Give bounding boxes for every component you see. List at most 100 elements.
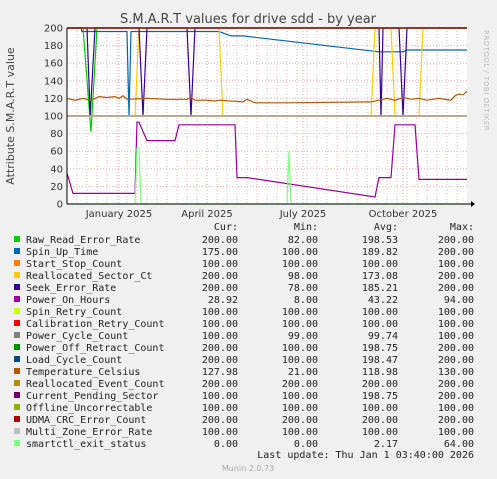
legend: Cur: Min: Avg: Max: Raw_Read_Error_Rate 200.0… bbox=[14, 222, 474, 450]
legend-swatch bbox=[14, 320, 20, 326]
legend-value: 200.00 bbox=[202, 355, 238, 366]
legend-series-name: Start_Stop_Count bbox=[26, 259, 122, 270]
legend-swatch bbox=[14, 308, 20, 314]
legend-value: 100.00 bbox=[282, 319, 318, 330]
legend-value: 200.00 bbox=[202, 271, 238, 282]
axes: 0 20 40 60 80 100 120 140 160 180 200 January 2025 A… bbox=[44, 24, 475, 220]
legend-value: 43.22 bbox=[368, 295, 398, 306]
legend-series-name: Multi_Zone_Error_Rate bbox=[26, 427, 152, 438]
legend-swatch bbox=[14, 380, 20, 386]
legend-value: 8.00 bbox=[294, 295, 318, 306]
legend-value: 78.00 bbox=[288, 283, 318, 294]
legend-swatch bbox=[14, 416, 20, 422]
legend-swatch bbox=[14, 332, 20, 338]
legend-series-name: Power_Cycle_Count bbox=[26, 331, 128, 342]
legend-series-name: Power_On_Hours bbox=[26, 295, 110, 306]
legend-value: 200.00 bbox=[438, 415, 474, 426]
legend-value: 100.00 bbox=[282, 355, 318, 366]
legend-value: 198.75 bbox=[362, 343, 398, 354]
legend-series-name: Seek_Error_Rate bbox=[26, 283, 116, 294]
y-tick-label-60: 60 bbox=[50, 147, 63, 158]
legend-value: 100.00 bbox=[282, 391, 318, 402]
legend-series-name: Spin_Up_Time bbox=[26, 247, 98, 258]
last-update: Last update: Thu Jan 1 03:40:00 2026 bbox=[257, 450, 474, 461]
legend-value: 185.21 bbox=[362, 283, 398, 294]
legend-series-name: smartctl_exit_status bbox=[26, 439, 146, 450]
y-tick-label-180: 180 bbox=[44, 41, 63, 52]
legend-value: 200.00 bbox=[362, 415, 398, 426]
legend-value: 189.82 bbox=[362, 247, 398, 258]
legend-series-name: UDMA_CRC_Error_Count bbox=[26, 415, 146, 426]
legend-value: 198.75 bbox=[362, 391, 398, 402]
x-tick-label: April 2025 bbox=[181, 209, 232, 220]
legend-value: 100.00 bbox=[202, 403, 238, 414]
chart-title: S.M.A.R.T values for drive sdd - by year bbox=[120, 12, 377, 27]
legend-value: 100.00 bbox=[202, 391, 238, 402]
legend-value: 100.00 bbox=[282, 427, 318, 438]
legend-col-header: Avg: bbox=[374, 222, 398, 233]
footer-version: Munin 2.0.73 bbox=[222, 464, 274, 473]
legend-value: 198.53 bbox=[362, 235, 398, 246]
legend-value: 28.92 bbox=[208, 295, 238, 306]
y-tick-label-160: 160 bbox=[44, 59, 63, 70]
legend-value: 200.00 bbox=[438, 283, 474, 294]
y-tick-label-200: 200 bbox=[44, 24, 63, 35]
legend-value: 100.00 bbox=[282, 247, 318, 258]
legend-value: 100.00 bbox=[282, 343, 318, 354]
legend-swatch bbox=[14, 284, 20, 290]
legend-value: 118.98 bbox=[362, 367, 398, 378]
legend-value: 200.00 bbox=[438, 379, 474, 390]
legend-value: 127.98 bbox=[202, 367, 238, 378]
legend-value: 200.00 bbox=[438, 343, 474, 354]
legend-series-name: Offline_Uncorrectable bbox=[26, 403, 152, 414]
legend-value: 200.00 bbox=[282, 415, 318, 426]
legend-value: 64.00 bbox=[444, 439, 474, 450]
legend-swatch bbox=[14, 404, 20, 410]
legend-value: 82.00 bbox=[288, 235, 318, 246]
legend-value: 100.00 bbox=[202, 259, 238, 270]
legend-value: 200.00 bbox=[438, 391, 474, 402]
legend-value: 200.00 bbox=[438, 235, 474, 246]
legend-swatch bbox=[14, 440, 20, 446]
legend-swatch bbox=[14, 296, 20, 302]
legend-value: 98.00 bbox=[288, 271, 318, 282]
y-tick-label-20: 20 bbox=[50, 182, 63, 193]
legend-value: 200.00 bbox=[202, 235, 238, 246]
legend-value: 2.17 bbox=[374, 439, 398, 450]
legend-value: 94.00 bbox=[444, 295, 474, 306]
legend-swatch bbox=[14, 428, 20, 434]
y-tick-label-40: 40 bbox=[50, 164, 63, 175]
x-axis-arrow bbox=[471, 201, 475, 207]
legend-value: 100.00 bbox=[362, 319, 398, 330]
legend-value: 100.00 bbox=[362, 427, 398, 438]
legend-value: 100.00 bbox=[282, 307, 318, 318]
legend-value: 100.00 bbox=[438, 331, 474, 342]
legend-value: 0.00 bbox=[214, 439, 238, 450]
legend-swatch bbox=[14, 272, 20, 278]
series-line-power-on-hours bbox=[66, 121, 467, 198]
legend-swatch bbox=[14, 392, 20, 398]
legend-value: 0.00 bbox=[294, 439, 318, 450]
legend-value: 200.00 bbox=[282, 379, 318, 390]
y-tick-label-80: 80 bbox=[50, 129, 63, 140]
y-tick-label-140: 140 bbox=[44, 76, 63, 87]
y-axis-label: Attribute S.M.A.R.T value bbox=[4, 47, 17, 185]
legend-value: 200.00 bbox=[362, 379, 398, 390]
x-tick-label: October 2025 bbox=[369, 209, 438, 220]
legend-series-name: Reallocated_Sector_Ct bbox=[26, 271, 152, 282]
legend-value: 99.74 bbox=[368, 331, 398, 342]
legend-value: 200.00 bbox=[438, 355, 474, 366]
legend-value: 100.00 bbox=[202, 319, 238, 330]
legend-swatch bbox=[14, 236, 20, 242]
x-tick-label: July 2025 bbox=[279, 209, 327, 220]
legend-value: 100.00 bbox=[438, 307, 474, 318]
series-line-temperature-celsius bbox=[66, 90, 468, 104]
legend-series-name: Temperature_Celsius bbox=[26, 367, 140, 378]
legend-value: 100.00 bbox=[438, 319, 474, 330]
legend-value: 100.00 bbox=[202, 427, 238, 438]
legend-value: 200.00 bbox=[202, 283, 238, 294]
legend-value: 100.00 bbox=[282, 403, 318, 414]
legend-series-name: Load_Cycle_Count bbox=[26, 355, 122, 366]
legend-value: 100.00 bbox=[282, 259, 318, 270]
